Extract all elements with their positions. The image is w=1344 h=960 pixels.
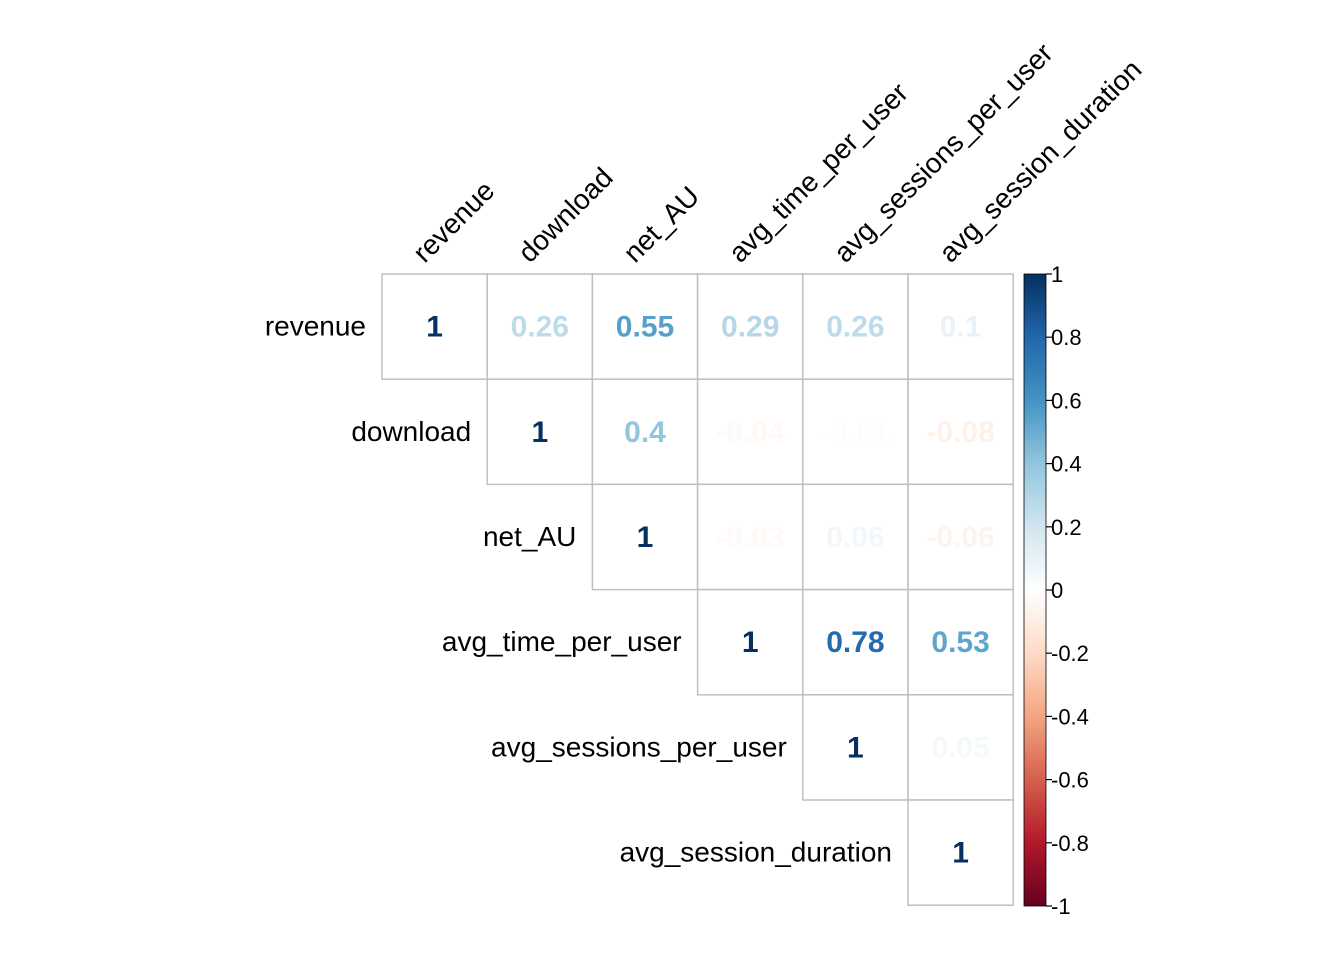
correlation-value: 1 xyxy=(531,416,548,449)
cell-box xyxy=(381,273,488,380)
correlation-value: 1 xyxy=(847,731,864,764)
cell-download-avg-session-duration: -0.08 xyxy=(907,378,1014,486)
cell-box xyxy=(907,273,1014,380)
cell-avg-time-per-user-avg-sessions-per-user: 0.78 xyxy=(802,588,909,696)
cell-avg-sessions-per-user-avg-session-duration: 0.05 xyxy=(907,694,1014,801)
cell-revenue-avg-session-duration: 0.1 xyxy=(907,273,1014,380)
correlation-value: 1 xyxy=(742,626,759,659)
colorbar-tick-label: 0 xyxy=(1051,578,1063,603)
cell-box xyxy=(696,273,804,380)
correlation-value: 0.05 xyxy=(931,731,989,764)
correlation-value: 0.1 xyxy=(940,311,982,344)
cell-box xyxy=(591,273,699,380)
cell-download-avg-sessions-per-user: -0.01 xyxy=(802,378,909,486)
cell-revenue-avg-sessions-per-user: 0.26 xyxy=(802,273,909,380)
cell-net-au-avg-time-per-user: -0.03 xyxy=(696,483,804,591)
cell-download-avg-time-per-user: -0.04 xyxy=(696,378,804,486)
cell-box xyxy=(907,694,1014,801)
correlation-cells: 1 0.26 0.55 0.29 0.26 0.1 1 0.4 -0.04 -0.01 -0.08 1… xyxy=(381,273,1014,906)
correlation-value: -0.01 xyxy=(821,416,889,449)
cell-box xyxy=(907,483,1014,591)
row-labels: revenue download net_AU avg_time_per_userav… xyxy=(265,311,892,868)
cell-box xyxy=(907,588,1014,696)
cell-box xyxy=(591,483,699,591)
column-label-net-au: net_AU xyxy=(617,180,705,268)
row-label-avg-sessions-per-user: avg_sessions_per_user xyxy=(491,731,787,762)
colorbar-tick-label: -0.4 xyxy=(1051,704,1089,729)
cell-avg-time-per-user-avg-session-duration: 0.53 xyxy=(907,588,1014,696)
cell-revenue-download: 0.26 xyxy=(486,273,594,380)
cell-box xyxy=(802,378,909,486)
correlation-value: -0.04 xyxy=(716,416,785,449)
colorbar-tick-label: 1 xyxy=(1051,262,1063,287)
correlation-value: 0.4 xyxy=(624,416,666,449)
cell-net-au-net-au: 1 xyxy=(591,483,699,591)
cell-box xyxy=(802,588,909,696)
correlation-value: -0.03 xyxy=(716,521,784,554)
correlation-value: 0.26 xyxy=(826,311,884,344)
cell-net-au-avg-session-duration: -0.06 xyxy=(907,483,1014,591)
row-label-net-au: net_AU xyxy=(483,521,576,552)
cell-net-au-avg-sessions-per-user: 0.06 xyxy=(802,483,909,591)
colorbar-tick-label: -0.2 xyxy=(1051,641,1089,666)
correlation-value: 0.55 xyxy=(616,311,674,344)
colorbar-tick-label: 0.4 xyxy=(1051,452,1082,477)
colorbar-tick-label: 0.8 xyxy=(1051,325,1082,350)
correlation-value: 0.53 xyxy=(931,626,989,659)
correlation-value: 1 xyxy=(426,311,443,344)
colorbar: 1 0.8 0.6 0.4 0.2 0 -0.2 -0.4 -0.6 -0.8 -1 xyxy=(1023,262,1089,919)
column-label-download: download xyxy=(512,162,619,269)
row-label-avg-time-per-user: avg_time_per_user xyxy=(442,626,682,657)
colorbar-tick-label: 0.2 xyxy=(1051,515,1082,540)
row-label-revenue: revenue xyxy=(265,311,366,342)
cell-avg-sessions-per-user-avg-sessions-per-user: 1 xyxy=(802,694,909,801)
cell-avg-session-duration-avg-session-duration: 1 xyxy=(907,799,1014,906)
row-label-download: download xyxy=(351,416,471,447)
column-label-avg-session-duration: avg_session_duration xyxy=(933,54,1148,269)
correlation-value: 1 xyxy=(637,521,654,554)
correlation-value: 0.06 xyxy=(826,521,884,554)
cell-box xyxy=(802,694,909,801)
correlation-value: 0.78 xyxy=(826,626,884,659)
column-label-avg-sessions-per-user: avg_sessions_per_user xyxy=(828,37,1059,268)
cell-download-net-au: 0.4 xyxy=(591,378,699,486)
cell-revenue-net-au: 0.55 xyxy=(591,273,699,380)
correlation-value: 0.26 xyxy=(511,311,569,344)
colorbar-tick-label: 0.6 xyxy=(1051,388,1082,413)
cell-avg-time-per-user-avg-time-per-user: 1 xyxy=(696,588,804,696)
cell-box xyxy=(486,378,594,486)
column-label-avg-time-per-user: avg_time_per_user xyxy=(723,77,914,268)
cell-box xyxy=(907,378,1014,486)
colorbar-tick-label: -0.6 xyxy=(1051,768,1089,793)
colorbar-tick-label: -0.8 xyxy=(1051,831,1089,856)
cell-box xyxy=(907,799,1014,906)
correlation-value: -0.06 xyxy=(926,521,994,554)
cell-box xyxy=(802,483,909,591)
correlation-value: 0.29 xyxy=(721,311,779,344)
cell-revenue-avg-time-per-user: 0.29 xyxy=(696,273,804,380)
column-label-revenue: revenue xyxy=(407,175,500,268)
cell-download-download: 1 xyxy=(486,378,594,486)
correlation-value: 1 xyxy=(952,837,969,870)
row-label-avg-session-duration: avg_session_duration xyxy=(620,837,892,868)
colorbar-gradient xyxy=(1024,274,1046,906)
cell-revenue-revenue: 1 xyxy=(381,273,488,380)
cell-box xyxy=(486,273,594,380)
colorbar-tick-label: -1 xyxy=(1051,894,1071,919)
cell-box xyxy=(591,378,699,486)
cell-box xyxy=(696,588,804,696)
correlation-value: -0.08 xyxy=(926,416,994,449)
